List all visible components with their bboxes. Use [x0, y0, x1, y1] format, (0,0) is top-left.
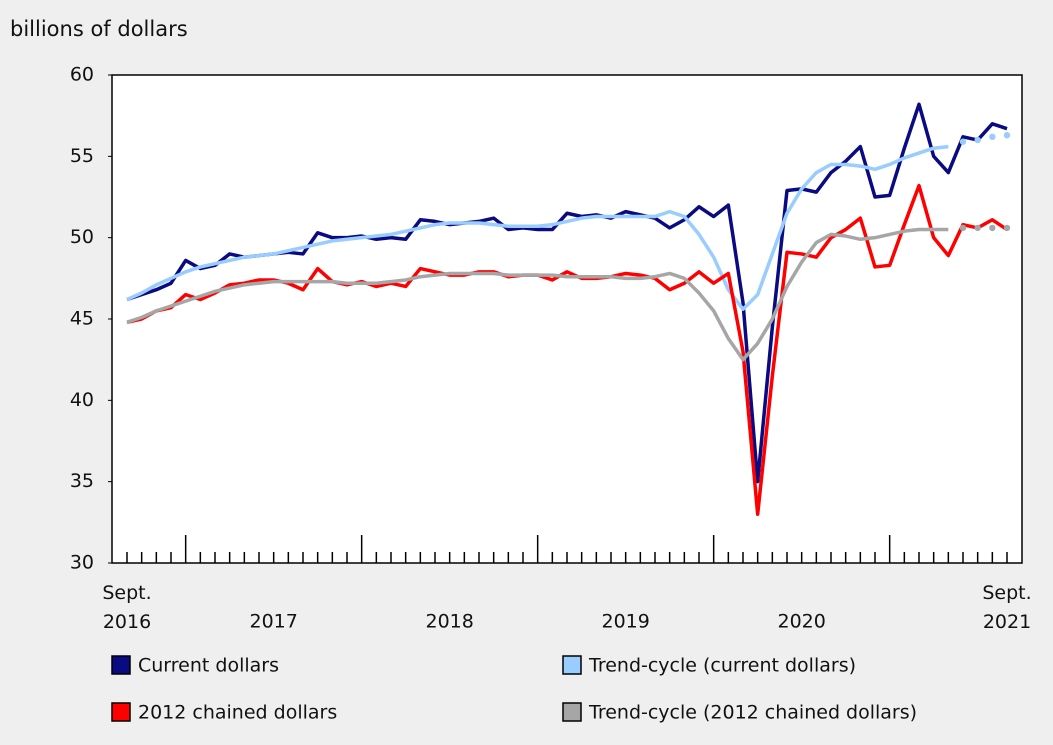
dot — [959, 138, 967, 145]
x-year-label: 2017 — [249, 611, 297, 633]
x-tick-label: Sept. 2021 — [982, 582, 1032, 633]
legend-label: Trend-cycle (current dollars) — [588, 655, 856, 677]
legend-swatch — [562, 655, 582, 675]
legend-label: 2012 chained dollars — [138, 702, 337, 724]
dot — [974, 136, 981, 144]
plot-area — [111, 74, 1023, 564]
legend-swatch — [111, 655, 131, 675]
line — [126, 227, 949, 362]
legend-swatch — [562, 702, 582, 722]
dot — [959, 224, 967, 232]
x-tick-label: Sept. 2016 — [102, 582, 152, 633]
y-tick-label: 45 — [70, 308, 94, 330]
y-tick-label: 60 — [70, 64, 94, 86]
dot — [989, 133, 996, 141]
y-tick-label: 50 — [70, 226, 94, 248]
y-tick-label: 40 — [70, 389, 94, 411]
x-year-label: 2018 — [425, 611, 473, 633]
dot — [1003, 224, 1011, 232]
legend-label: Current dollars — [138, 655, 279, 677]
dot — [1003, 131, 1011, 139]
y-tick-label: 55 — [70, 145, 94, 167]
x-year-label: 2020 — [777, 611, 825, 633]
line — [126, 144, 949, 311]
y-tick-label: 35 — [70, 470, 94, 492]
legend-swatch — [111, 702, 131, 722]
x-year-label: 2019 — [601, 611, 649, 633]
y-tick-label: 30 — [70, 552, 94, 574]
dot — [974, 224, 981, 232]
y-axis-label: billions of dollars — [10, 17, 188, 41]
dot — [989, 224, 996, 232]
legend-label: Trend-cycle (2012 chained dollars) — [588, 702, 917, 724]
